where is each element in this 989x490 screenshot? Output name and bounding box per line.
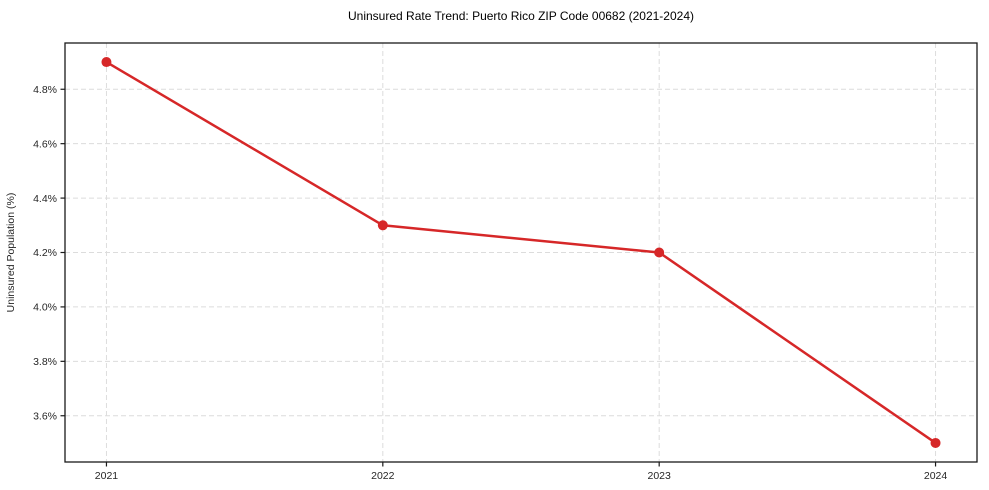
data-point-marker: [654, 247, 665, 258]
data-point-marker: [930, 437, 941, 448]
trend-line: [105, 60, 937, 445]
y-tick-label: 4.4%: [33, 193, 57, 205]
y-tick-label: 4.6%: [33, 138, 57, 150]
x-tick-label: 2022: [371, 470, 395, 482]
data-point-marker: [101, 57, 112, 68]
x-tick-label: 2024: [924, 470, 948, 482]
data-point-marker: [377, 220, 388, 231]
x-tick-label: 2021: [95, 470, 119, 482]
data-series-layer: [101, 57, 941, 448]
chart-title: Uninsured Rate Trend: Puerto Rico ZIP Co…: [348, 9, 694, 23]
grid-layer: [65, 43, 977, 462]
y-tick-label: 4.0%: [33, 302, 57, 314]
axis-layer: 2021 2022 2023 2024 3.6% 3.8% 4.0% 4.2% 4.4% 4.6%…: [33, 42, 978, 482]
x-tick-label: 2023: [648, 470, 672, 482]
y-tick-label: 4.8%: [33, 84, 57, 96]
y-tick-label: 4.2%: [33, 247, 57, 259]
y-tick-label: 3.8%: [33, 356, 57, 368]
y-tick-label: 3.6%: [33, 410, 57, 422]
y-axis-label: Uninsured Population (%): [5, 193, 17, 313]
